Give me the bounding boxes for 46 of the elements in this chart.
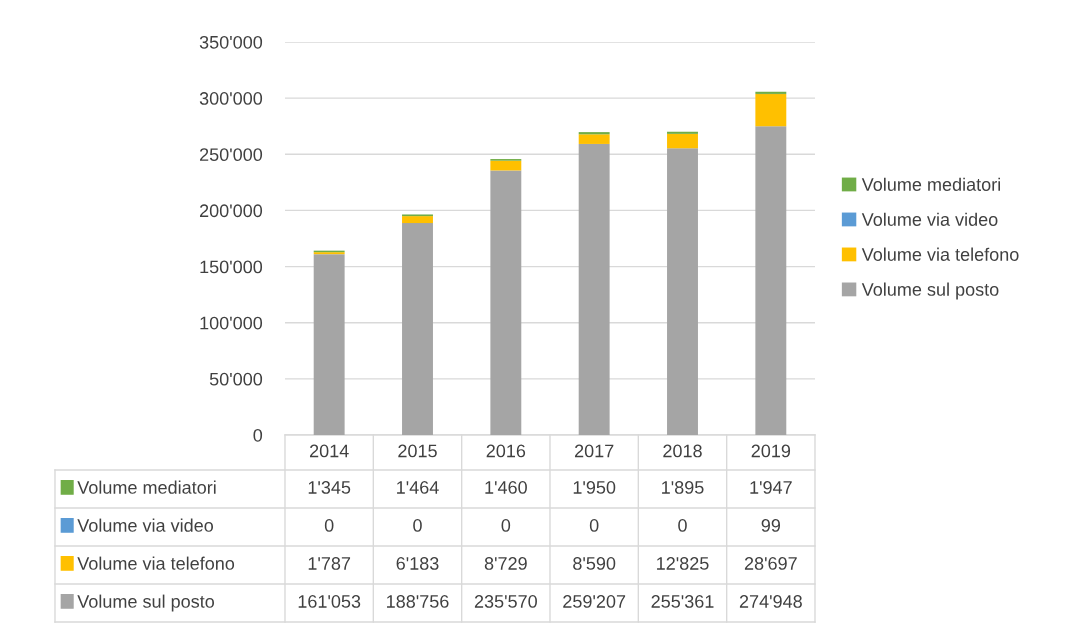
data-label: 235'570 (474, 595, 537, 608)
x-tick-label: 2015 (398, 444, 437, 458)
data-label: 1'895 (662, 481, 704, 494)
data-label: 0 (589, 519, 599, 532)
data-label: 1'947 (750, 481, 792, 494)
text: Volume mediatori (77, 480, 216, 494)
data-label: 259'207 (563, 595, 626, 608)
data-label: 0 (324, 519, 334, 532)
x-tick-label: 2017 (574, 444, 614, 458)
data-label: 1'460 (485, 481, 527, 494)
data-label: 0 (413, 519, 422, 532)
data-label: 8'590 (573, 557, 616, 570)
data-label: 1'950 (573, 481, 616, 494)
data-label: 1'787 (308, 557, 351, 570)
text: Volume via telefono (77, 556, 235, 570)
legend-label: Volume mediatori (861, 177, 1000, 191)
legend-label: Volume via telefono (861, 247, 1019, 261)
x-tick-label: 2014 (309, 444, 349, 458)
y-tick-label: 200'000 (200, 204, 263, 218)
y-tick-label: 0 (253, 428, 263, 442)
data-label: 161'053 (298, 595, 361, 608)
y-tick-label: 150'000 (200, 260, 263, 274)
text: Volume sul posto (77, 594, 215, 612)
data-label: 0 (501, 519, 511, 532)
data-label: 8'729 (484, 557, 527, 570)
data-label: 12'825 (657, 557, 709, 570)
data-label: 1'464 (397, 481, 439, 494)
data-label: 274'948 (739, 595, 802, 608)
x-tick-label: 2016 (486, 444, 526, 458)
y-tick-label: 350'000 (199, 35, 263, 49)
x-tick-label: 2018 (663, 444, 702, 458)
x-tick-label: 2019 (751, 444, 791, 458)
y-tick-label: 100'000 (200, 316, 263, 330)
y-tick-label: 300'000 (199, 92, 263, 105)
data-label: 28'697 (744, 557, 797, 570)
data-label: 188'756 (387, 595, 449, 608)
data-label: 99 (761, 519, 781, 532)
y-tick-label: 50'000 (209, 372, 263, 386)
text: Volume via video (77, 518, 214, 532)
y-tick-label: 250'000 (200, 148, 263, 162)
data-label: 1'345 (308, 481, 351, 494)
legend-label: Volume via video (861, 212, 998, 226)
legend-label: Volume sul posto (861, 282, 999, 300)
data-label: 0 (678, 519, 687, 532)
data-label: 255'361 (651, 595, 714, 608)
data-label: 6'183 (396, 557, 439, 570)
